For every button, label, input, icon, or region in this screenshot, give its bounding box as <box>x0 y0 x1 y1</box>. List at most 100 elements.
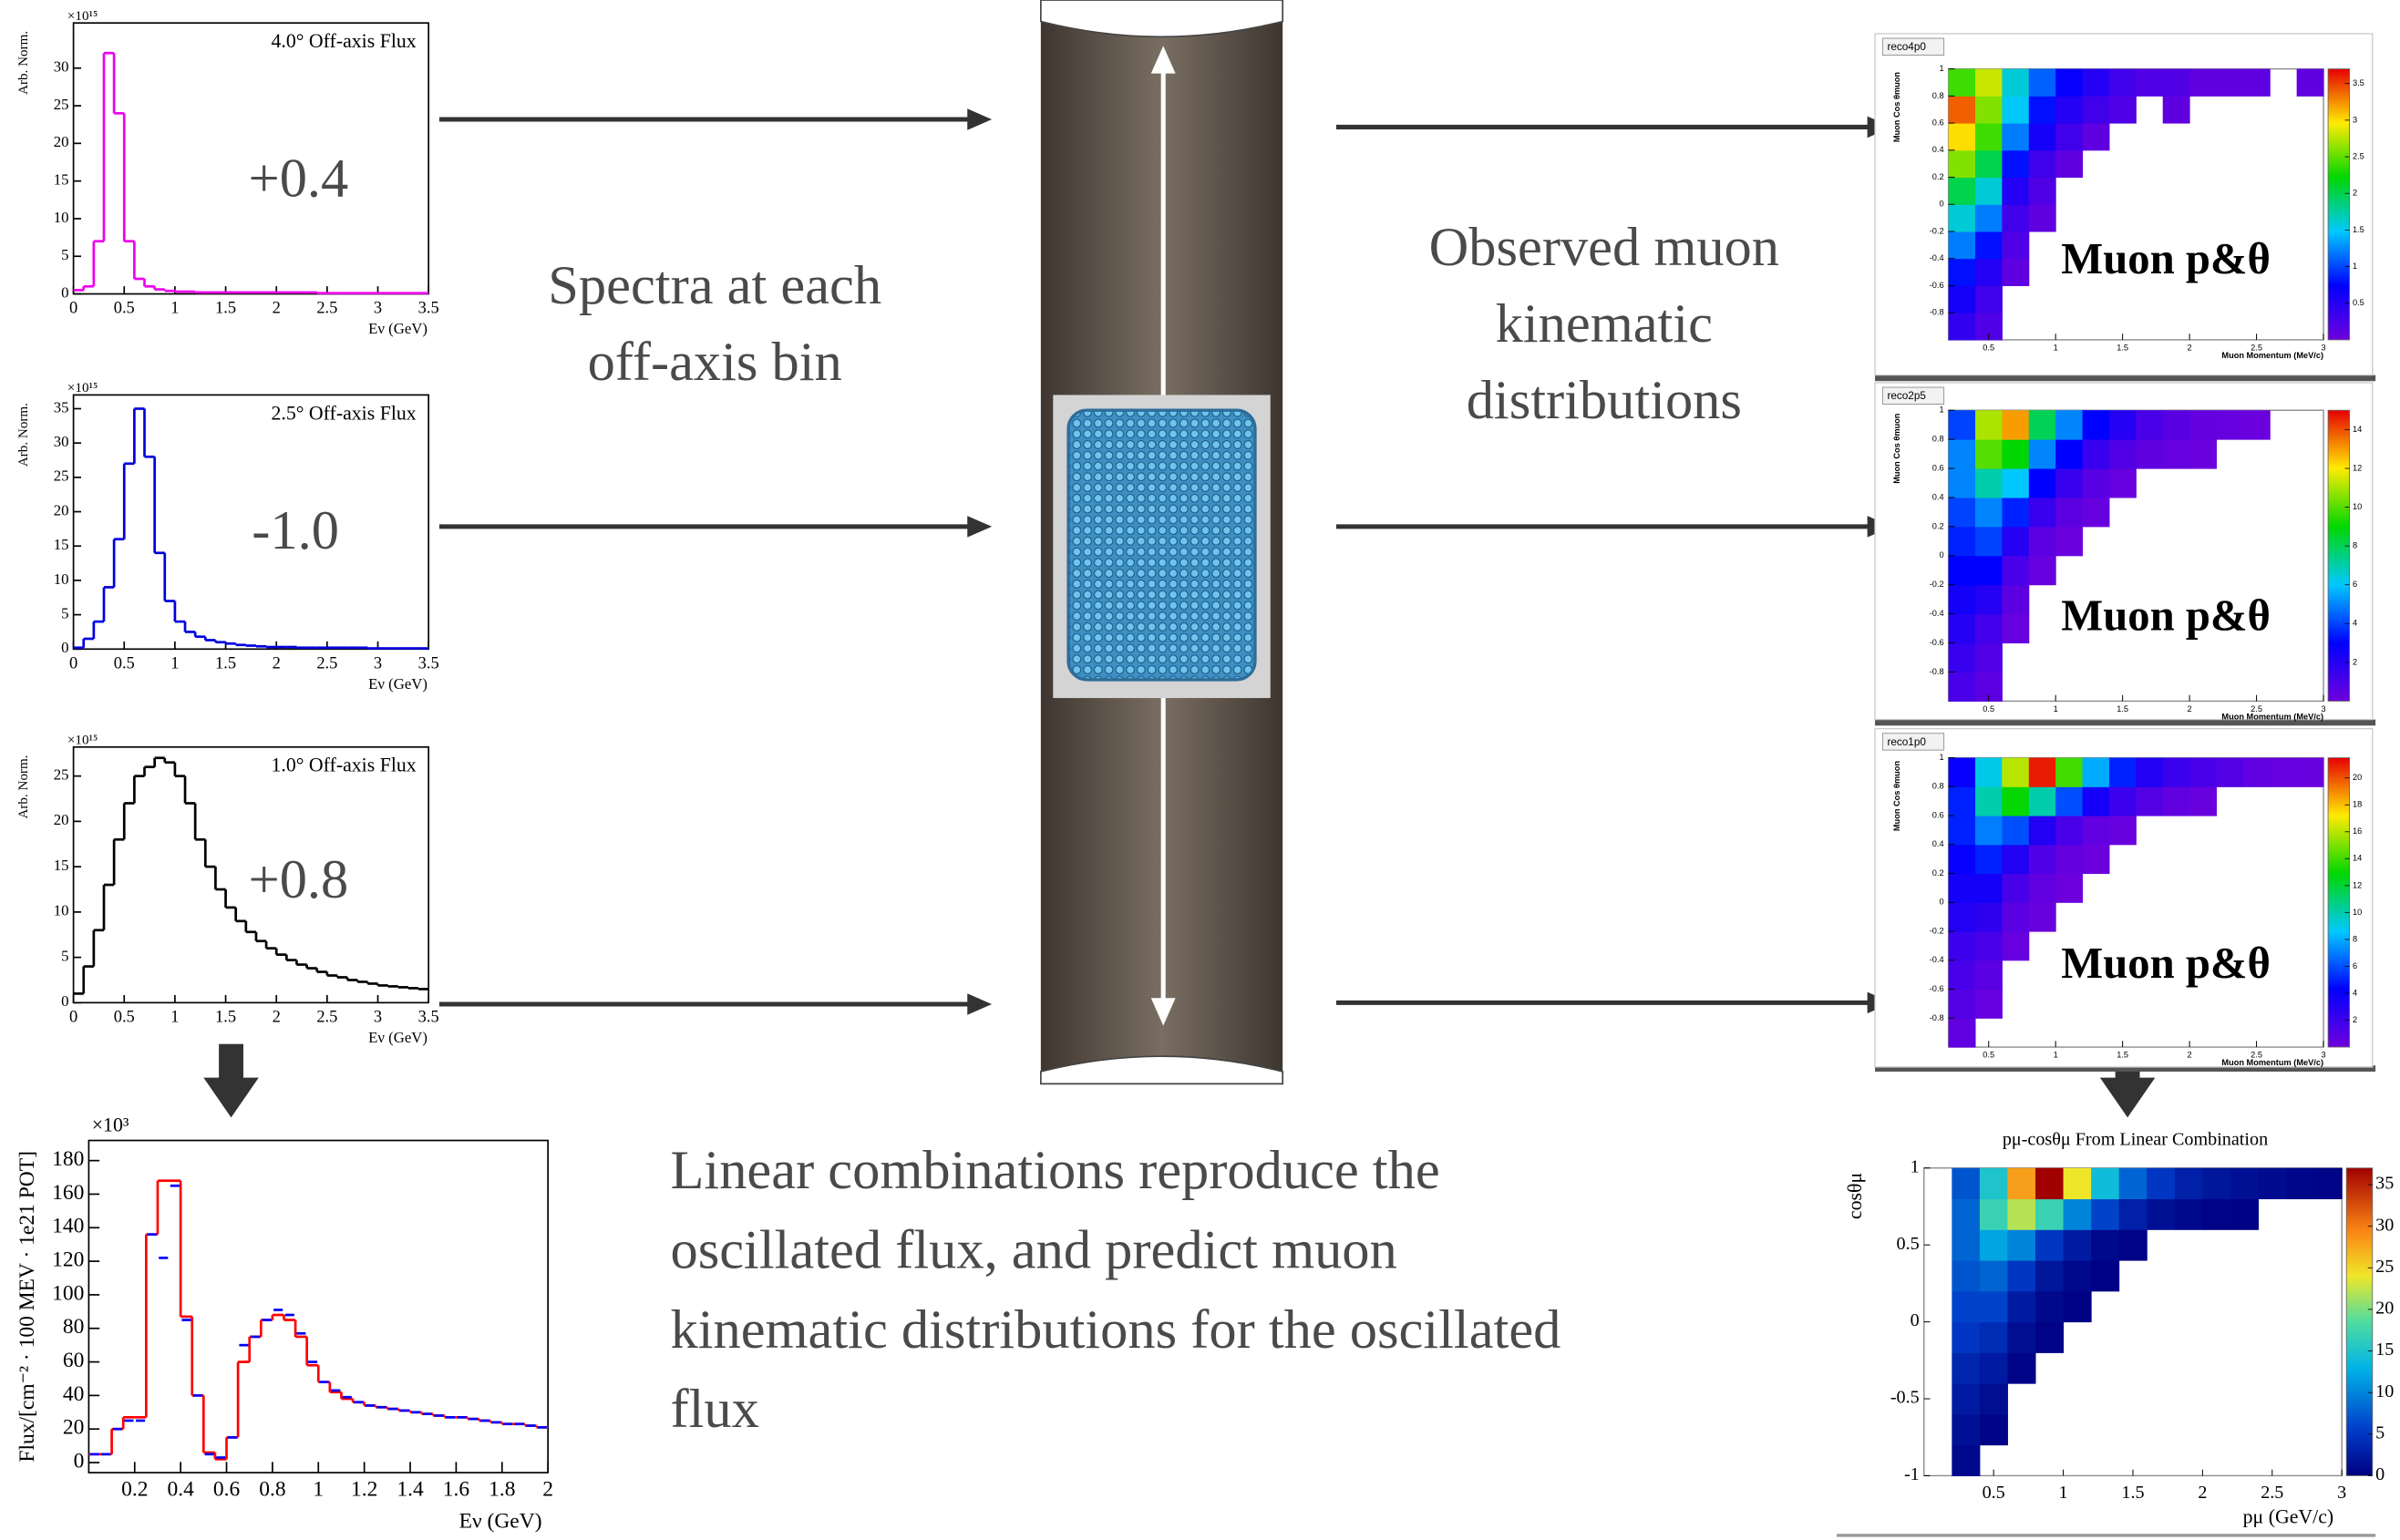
plot-frame <box>72 22 430 295</box>
heat-cell <box>1975 526 2003 557</box>
colorbar <box>2327 757 2351 1048</box>
heat-cell <box>1975 96 2003 124</box>
x-tick-label: 0.5 <box>114 1007 135 1025</box>
x-tick-label: 1.2 <box>351 1478 377 1502</box>
heat-cell <box>1975 816 2003 846</box>
x-tick-label: 3 <box>374 653 382 672</box>
heat-cell <box>2242 410 2271 440</box>
heat-cell <box>2296 68 2324 97</box>
colorbar-tick-label: 1 <box>2353 262 2357 271</box>
heat-cell <box>2108 96 2137 124</box>
heat-cell <box>2162 96 2190 124</box>
panel-separators <box>1837 375 2376 1537</box>
x-tick-label: 2 <box>2188 344 2192 353</box>
heat-cell <box>1948 642 1976 672</box>
y-axis-label: Arb. Norm. <box>16 31 31 95</box>
heat-cell <box>2035 1321 2065 1353</box>
y-tick-label: 0 <box>1939 550 1943 560</box>
y-tick-label: 140 <box>52 1215 84 1238</box>
y-tick-label: -0.8 <box>1930 667 1944 676</box>
y-tick-label: 20 <box>54 811 69 828</box>
x-tick-label: 0.5 <box>1983 344 1994 353</box>
heat-cell <box>2028 844 2056 875</box>
heat-cell <box>2055 68 2084 97</box>
x-tick-label: 2 <box>273 653 281 672</box>
heat-cell <box>2002 439 2030 469</box>
x-tick-label: 2 <box>2198 1483 2207 1503</box>
heat-cell <box>2007 1321 2036 1353</box>
heat-cell <box>2002 873 2030 903</box>
colorbar-tick-label: 2 <box>2353 1015 2357 1024</box>
heat-cell <box>1948 757 1976 787</box>
heat-cell <box>1975 439 2003 469</box>
heat-cell <box>2002 816 2030 846</box>
heat-cell <box>1975 989 2003 1019</box>
y-tick-label: 160 <box>52 1181 84 1205</box>
hist-riser <box>110 1180 538 1460</box>
heat-cell <box>2028 96 2056 124</box>
heat-cell <box>2002 584 2030 615</box>
y-tick-label: -0.6 <box>1930 638 1944 647</box>
heat-cell <box>1952 1444 1981 1476</box>
heat-cell <box>1975 844 2003 875</box>
heat-cell <box>2002 231 2030 260</box>
y-tick-label: 5 <box>61 947 68 964</box>
x-tick-label: 1.5 <box>215 299 236 317</box>
heat-cell <box>2286 1167 2315 1200</box>
heat-cell <box>1975 642 2003 672</box>
y-tick-label: 0 <box>61 639 68 656</box>
axis-exponent: ×10¹⁵ <box>67 733 98 747</box>
panel-tag: reco1p0 <box>1887 736 1926 748</box>
heat-cell <box>2035 1260 2065 1292</box>
heat-cell <box>2147 1198 2176 1230</box>
y-tick-label: -0.2 <box>1930 226 1944 235</box>
x-axis-label: Eν (GeV) <box>459 1510 542 1534</box>
arrows <box>203 108 2156 1118</box>
colorbar-tick-label: 4 <box>2353 988 2357 997</box>
heat-cell <box>1952 1167 1981 1200</box>
heat-cell <box>2002 786 2030 816</box>
heat-cell <box>1948 584 1976 615</box>
heat-cell <box>2108 468 2137 498</box>
caption-line: Linear combinations reproduce the <box>670 1140 1439 1201</box>
heat-cell <box>1948 613 1976 644</box>
heat-cell <box>1952 1383 1981 1415</box>
x-tick-label: 3 <box>374 1007 382 1025</box>
x-tick-label: 1 <box>313 1478 324 1502</box>
x-tick-label: 1.5 <box>2117 1051 2128 1060</box>
y-axis-label: Muon Cos θmuon <box>1892 761 1901 832</box>
heat-cell <box>1975 258 2003 286</box>
heat-cell <box>2189 786 2217 816</box>
heat-cell <box>2002 902 2030 932</box>
heat-cell <box>2028 555 2056 586</box>
panel-title: 1.0° Off-axis Flux <box>271 755 416 776</box>
colorbar-tick-label: 8 <box>2353 934 2357 943</box>
heat-cell <box>2136 439 2164 469</box>
heat-cell <box>2028 468 2056 498</box>
x-tick-label: 1 <box>2059 1483 2068 1503</box>
heat-cell <box>2007 1229 2036 1261</box>
y-tick-label: -0.5 <box>1890 1388 1920 1408</box>
heat-cell <box>2028 204 2056 232</box>
heat-cell <box>2055 439 2084 469</box>
heat-cell <box>2002 68 2030 97</box>
x-tick-label: 3.5 <box>418 653 439 672</box>
heat-cell <box>2108 816 2137 846</box>
y-tick-label: 120 <box>52 1247 84 1271</box>
heat-cell <box>2002 844 2030 875</box>
y-tick-label: 0 <box>1939 898 1943 907</box>
heat-cell <box>1948 439 1976 469</box>
heat-cell <box>2091 1229 2120 1261</box>
colorbar-tick-label: 8 <box>2353 541 2357 550</box>
detector-illustration <box>1040 0 1284 1085</box>
y-tick-label: 0.2 <box>1932 172 1944 181</box>
heat-cell <box>2091 1260 2120 1292</box>
heat-cell <box>1975 497 2003 528</box>
plot-frame <box>88 1139 549 1473</box>
x-axis-label: Eν (GeV) <box>368 675 427 693</box>
x-tick-label: 0.6 <box>213 1478 241 1502</box>
heat-cell <box>1979 1413 2008 1446</box>
heat-cell <box>2002 555 2030 586</box>
panel-label: Muon p&θ <box>2061 234 2271 283</box>
heat-cell <box>2136 410 2164 440</box>
